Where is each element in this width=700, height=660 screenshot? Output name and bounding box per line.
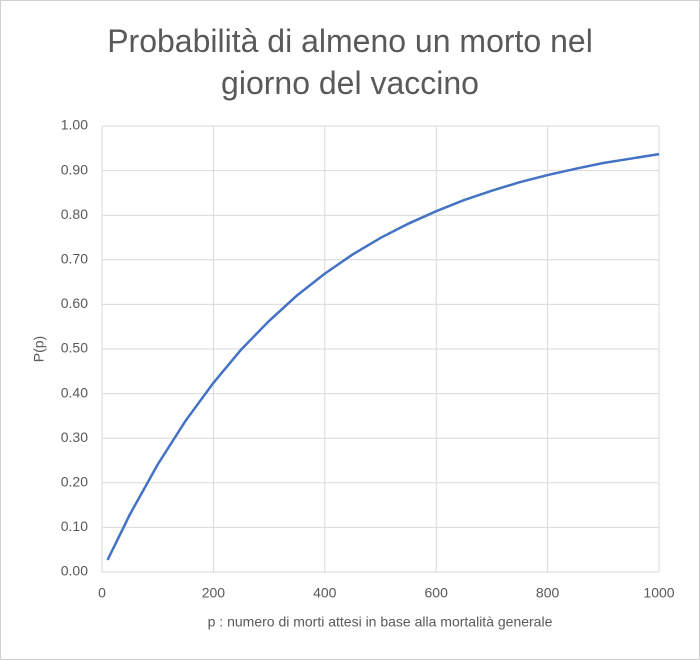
y-tick-label: 0.90 bbox=[61, 161, 88, 177]
x-axis-label: p : numero di morti attesi in base alla … bbox=[208, 614, 553, 630]
y-tick-label: 0.60 bbox=[61, 295, 88, 311]
y-tick-label: 0.50 bbox=[61, 340, 88, 356]
y-tick-label: 0.00 bbox=[61, 563, 88, 579]
y-tick-label: 0.20 bbox=[61, 474, 88, 490]
y-tick-label: 0.70 bbox=[61, 251, 88, 267]
y-tick-label: 1.00 bbox=[61, 117, 88, 133]
x-tick-label: 600 bbox=[425, 585, 449, 601]
y-tick-label: 0.10 bbox=[61, 518, 88, 534]
y-axis-label: P(p) bbox=[31, 336, 47, 362]
chart-title: Probabilità di almeno un morto nel giorn… bbox=[107, 23, 593, 101]
x-tick-label: 0 bbox=[98, 585, 106, 601]
data-line bbox=[106, 152, 660, 561]
y-tick-label: 0.80 bbox=[61, 206, 88, 222]
x-tick-label: 400 bbox=[313, 585, 337, 601]
x-tick-label: 1000 bbox=[643, 585, 674, 601]
x-tick-label: 800 bbox=[536, 585, 560, 601]
y-tick-label: 0.30 bbox=[61, 429, 88, 445]
x-tick-label: 200 bbox=[202, 585, 226, 601]
y-tick-label: 0.40 bbox=[61, 384, 88, 400]
